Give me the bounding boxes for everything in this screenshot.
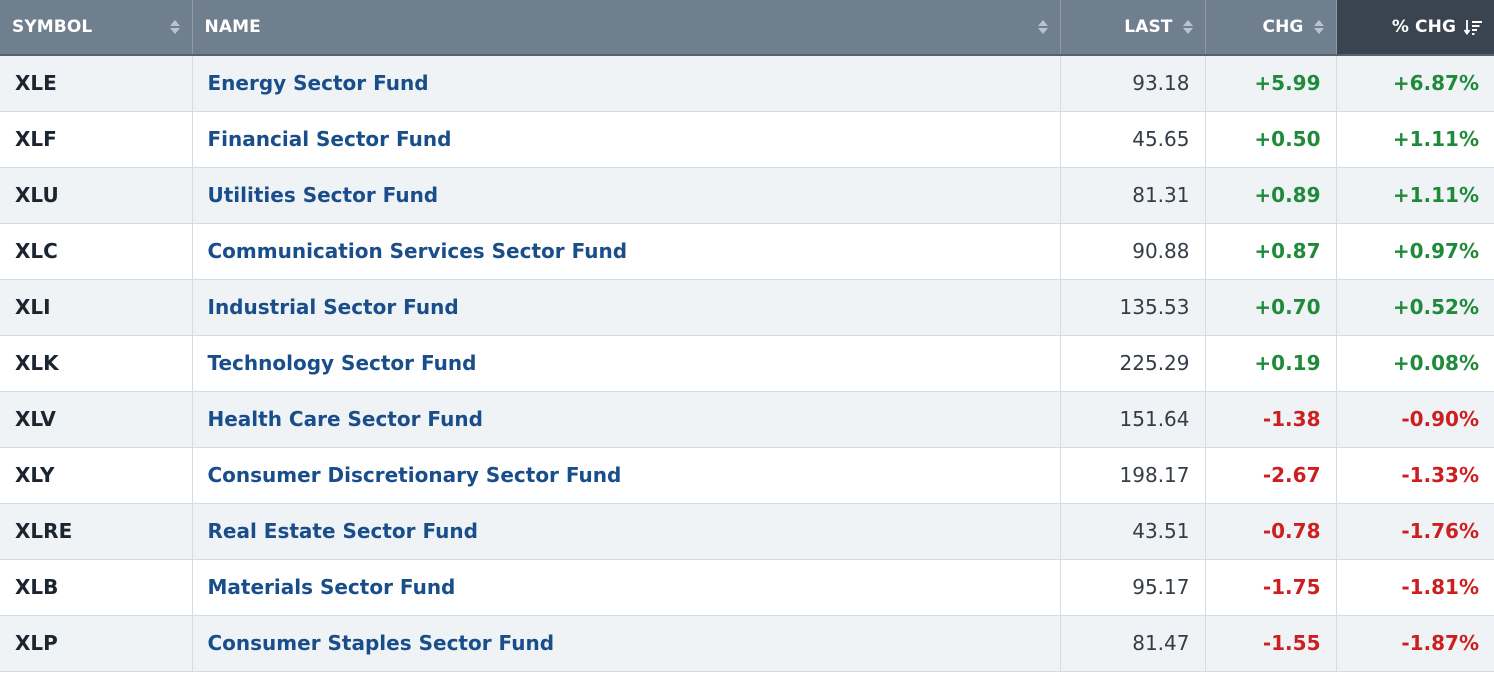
- column-label-chg: CHG: [1262, 17, 1304, 37]
- symbol-cell[interactable]: XLF: [0, 111, 193, 168]
- change-cell: -2.67: [1205, 447, 1337, 504]
- symbol-cell[interactable]: XLB: [0, 559, 193, 616]
- change-cell: +0.19: [1205, 335, 1337, 392]
- column-label-symbol: SYMBOL: [12, 17, 93, 37]
- name-cell: Consumer Staples Sector Fund: [192, 615, 1061, 672]
- table-row[interactable]: XLB Materials Sector Fund 95.17 -1.75 -1.81%: [0, 559, 1494, 616]
- table-row[interactable]: XLU Utilities Sector Fund 81.31 +0.89 +1.11%: [0, 167, 1494, 224]
- table-row[interactable]: XLI Industrial Sector Fund 135.53 +0.70 +0.5…: [0, 279, 1494, 336]
- fund-name-link[interactable]: Utilities Sector Fund: [207, 183, 439, 207]
- column-header-symbol[interactable]: SYMBOL: [0, 0, 193, 56]
- table-body: XLE Energy Sector Fund 93.18 +5.99 +6.87% XLF…: [0, 55, 1494, 672]
- column-label-name: NAME: [204, 17, 261, 37]
- header-row: SYMBOL NAME LAST CHG: [0, 0, 1494, 56]
- change-cell: +5.99: [1205, 55, 1337, 112]
- change-cell: +0.89: [1205, 167, 1337, 224]
- sort-toggle-icon[interactable]: [1313, 20, 1324, 34]
- percent-change-cell: -1.87%: [1336, 615, 1494, 672]
- change-cell: -1.75: [1205, 559, 1337, 616]
- symbol-cell[interactable]: XLK: [0, 335, 193, 392]
- change-cell: -1.38: [1205, 391, 1337, 448]
- percent-change-cell: -1.81%: [1336, 559, 1494, 616]
- last-price-cell: 135.53: [1060, 279, 1206, 336]
- fund-name-link[interactable]: Health Care Sector Fund: [207, 407, 483, 431]
- fund-name-link[interactable]: Materials Sector Fund: [207, 575, 456, 599]
- name-cell: Technology Sector Fund: [192, 335, 1061, 392]
- table-row[interactable]: XLE Energy Sector Fund 93.18 +5.99 +6.87%: [0, 55, 1494, 112]
- percent-change-cell: -1.33%: [1336, 447, 1494, 504]
- last-price-cell: 81.47: [1060, 615, 1206, 672]
- fund-name-link[interactable]: Financial Sector Fund: [207, 127, 452, 151]
- sort-toggle-icon[interactable]: [1182, 20, 1193, 34]
- percent-change-cell: +1.11%: [1336, 167, 1494, 224]
- percent-change-cell: +0.52%: [1336, 279, 1494, 336]
- table-row[interactable]: XLP Consumer Staples Sector Fund 81.47 -1.5…: [0, 615, 1494, 672]
- name-cell: Energy Sector Fund: [192, 55, 1061, 112]
- percent-change-cell: -0.90%: [1336, 391, 1494, 448]
- name-cell: Health Care Sector Fund: [192, 391, 1061, 448]
- last-price-cell: 45.65: [1060, 111, 1206, 168]
- last-price-cell: 151.64: [1060, 391, 1206, 448]
- percent-change-cell: +1.11%: [1336, 111, 1494, 168]
- name-cell: Communication Services Sector Fund: [192, 223, 1061, 280]
- table-row[interactable]: XLV Health Care Sector Fund 151.64 -1.38 -0.…: [0, 391, 1494, 448]
- last-price-cell: 198.17: [1060, 447, 1206, 504]
- sort-toggle-icon[interactable]: [1037, 20, 1048, 34]
- name-cell: Consumer Discretionary Sector Fund: [192, 447, 1061, 504]
- fund-name-link[interactable]: Industrial Sector Fund: [207, 295, 459, 319]
- fund-name-link[interactable]: Real Estate Sector Fund: [207, 519, 478, 543]
- column-header-last[interactable]: LAST: [1060, 0, 1206, 56]
- symbol-cell[interactable]: XLC: [0, 223, 193, 280]
- last-price-cell: 43.51: [1060, 503, 1206, 560]
- column-header-chg[interactable]: CHG: [1205, 0, 1337, 56]
- table-header: SYMBOL NAME LAST CHG: [0, 0, 1494, 56]
- table-row[interactable]: XLF Financial Sector Fund 45.65 +0.50 +1.11%: [0, 111, 1494, 168]
- symbol-cell[interactable]: XLRE: [0, 503, 193, 560]
- percent-change-cell: +0.08%: [1336, 335, 1494, 392]
- sort-toggle-icon[interactable]: [169, 20, 180, 34]
- symbol-cell[interactable]: XLP: [0, 615, 193, 672]
- fund-name-link[interactable]: Consumer Staples Sector Fund: [207, 631, 555, 655]
- name-cell: Industrial Sector Fund: [192, 279, 1061, 336]
- change-cell: +0.70: [1205, 279, 1337, 336]
- change-cell: +0.87: [1205, 223, 1337, 280]
- last-price-cell: 81.31: [1060, 167, 1206, 224]
- table-row[interactable]: XLK Technology Sector Fund 225.29 +0.19 +0.0…: [0, 335, 1494, 392]
- column-header-pct-chg[interactable]: % CHG: [1336, 0, 1494, 56]
- percent-change-cell: +6.87%: [1336, 55, 1494, 112]
- change-cell: -1.55: [1205, 615, 1337, 672]
- name-cell: Financial Sector Fund: [192, 111, 1061, 168]
- column-label-pct-chg: % CHG: [1391, 17, 1456, 37]
- percent-change-cell: +0.97%: [1336, 223, 1494, 280]
- table-row[interactable]: XLC Communication Services Sector Fund 90.…: [0, 223, 1494, 280]
- symbol-cell[interactable]: XLE: [0, 55, 193, 112]
- change-cell: +0.50: [1205, 111, 1337, 168]
- column-header-name[interactable]: NAME: [192, 0, 1061, 56]
- table-row[interactable]: XLY Consumer Discretionary Sector Fund 198…: [0, 447, 1494, 504]
- fund-name-link[interactable]: Communication Services Sector Fund: [207, 239, 628, 263]
- last-price-cell: 225.29: [1060, 335, 1206, 392]
- symbol-cell[interactable]: XLV: [0, 391, 193, 448]
- table-row[interactable]: XLRE Real Estate Sector Fund 43.51 -0.78 -1.…: [0, 503, 1494, 560]
- symbol-cell[interactable]: XLU: [0, 167, 193, 224]
- name-cell: Real Estate Sector Fund: [192, 503, 1061, 560]
- last-price-cell: 95.17: [1060, 559, 1206, 616]
- last-price-cell: 90.88: [1060, 223, 1206, 280]
- column-label-last: LAST: [1124, 17, 1173, 37]
- name-cell: Utilities Sector Fund: [192, 167, 1061, 224]
- last-price-cell: 93.18: [1060, 55, 1206, 112]
- fund-name-link[interactable]: Energy Sector Fund: [207, 71, 429, 96]
- symbol-cell[interactable]: XLI: [0, 279, 193, 336]
- name-cell: Materials Sector Fund: [192, 559, 1061, 616]
- change-cell: -0.78: [1205, 503, 1337, 560]
- fund-name-link[interactable]: Consumer Discretionary Sector Fund: [207, 463, 622, 487]
- percent-change-cell: -1.76%: [1336, 503, 1494, 560]
- sort-descending-icon[interactable]: [1464, 19, 1482, 35]
- fund-name-link[interactable]: Technology Sector Fund: [207, 351, 477, 375]
- symbol-cell[interactable]: XLY: [0, 447, 193, 504]
